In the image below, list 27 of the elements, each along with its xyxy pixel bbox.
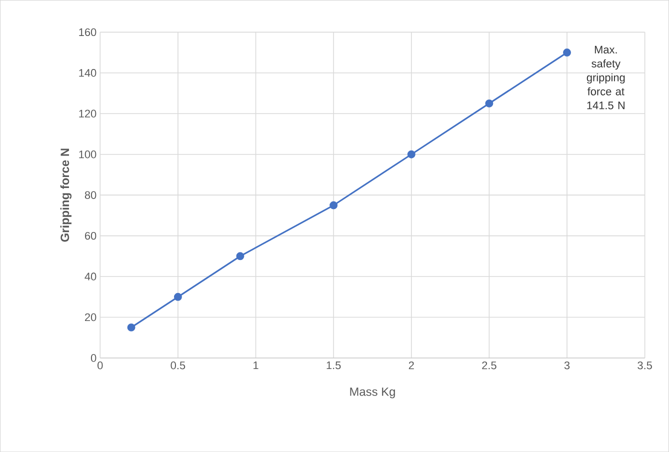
point xyxy=(563,48,571,56)
y-tick-label: 0 xyxy=(90,354,96,362)
x-axis-title: Mass Kg xyxy=(350,388,395,398)
point xyxy=(174,292,182,301)
point xyxy=(127,323,136,332)
y-tick-label: 80 xyxy=(84,191,96,199)
annotation: Max. safety gripping force at 141.5 N xyxy=(586,46,625,110)
x-tick-label: 3.5 xyxy=(638,361,652,370)
x-tick-label: 2.5 xyxy=(482,361,496,370)
x-tick-label: 3 xyxy=(564,361,570,370)
y-tick-label: 120 xyxy=(79,110,96,118)
y-axis-title: Gripping force N xyxy=(60,148,72,242)
y-tick-label: 60 xyxy=(85,232,96,240)
y-tick-label: 160 xyxy=(79,28,96,36)
point xyxy=(330,201,338,210)
x-tick-label: 1.5 xyxy=(326,361,341,370)
point xyxy=(407,150,416,158)
y-tick-label: 100 xyxy=(79,150,96,158)
x-tick-label: 2 xyxy=(408,361,414,370)
y-tick-label: 140 xyxy=(79,68,96,77)
y-tick-label: 40 xyxy=(84,272,96,280)
x-tick-label: 1 xyxy=(254,361,258,369)
point xyxy=(485,99,494,108)
y-tick-label: 20 xyxy=(84,313,96,322)
x-tick-label: 0 xyxy=(98,361,103,370)
x-tick-label: 0.5 xyxy=(170,361,186,370)
point xyxy=(236,252,244,260)
